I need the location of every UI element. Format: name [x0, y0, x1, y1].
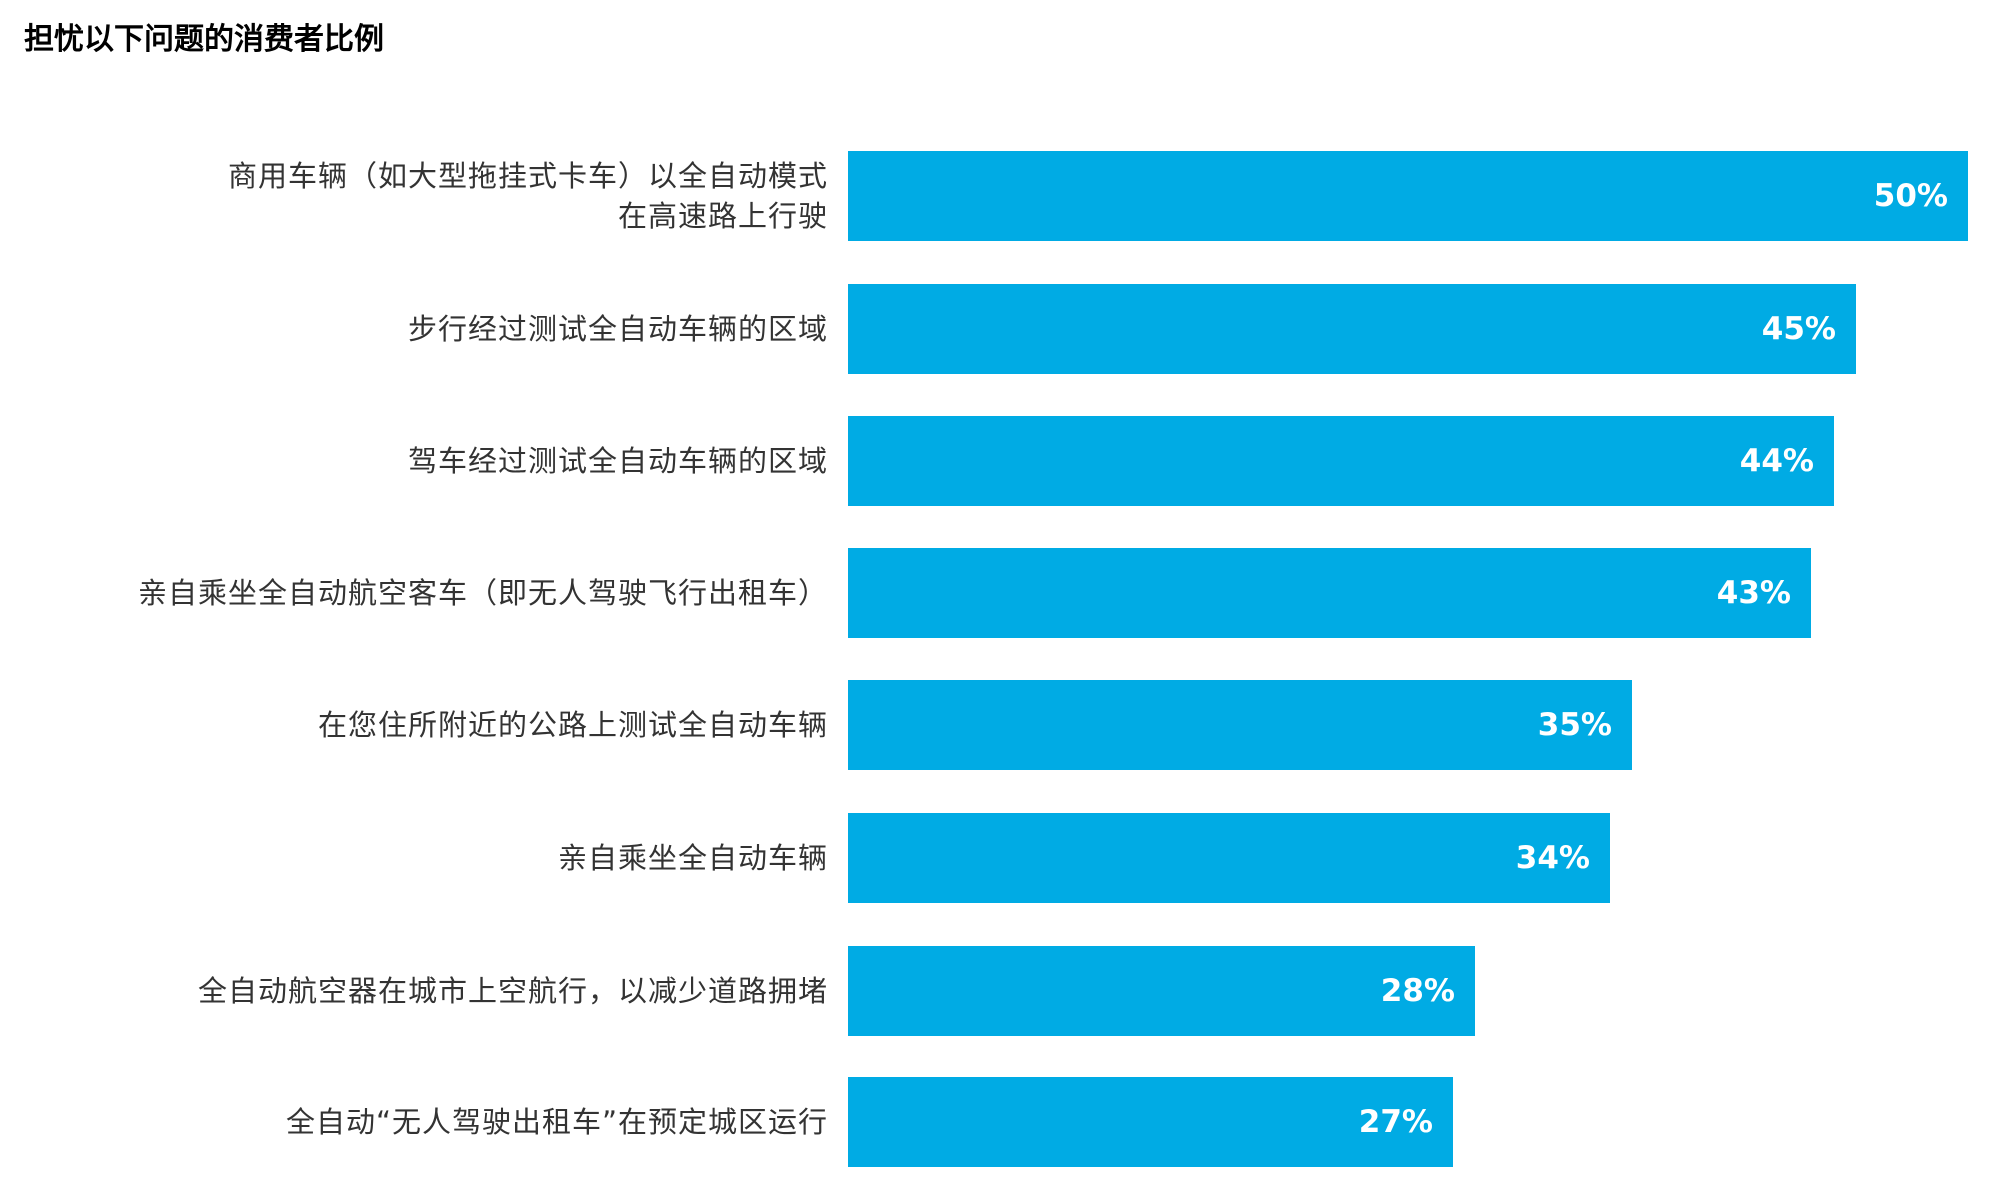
bar-row: 商用车辆（如大型拖挂式卡车）以全自动模式在高速路上行驶 50% — [0, 151, 2006, 241]
value-label: 44% — [1739, 443, 1814, 479]
chart-title: 担忧以下问题的消费者比例 — [24, 22, 384, 57]
bar-row: 步行经过测试全自动车辆的区域 45% — [0, 284, 2006, 374]
category-label: 全自动航空器在城市上空航行，以减少道路拥堵 — [8, 946, 828, 1036]
bar-row: 亲自乘坐全自动车辆 34% — [0, 813, 2006, 903]
bar: 44% — [848, 416, 1834, 506]
category-label-line1: 步行经过测试全自动车辆的区域 — [407, 312, 828, 346]
category-label-line1: 在您住所附近的公路上测试全自动车辆 — [317, 708, 828, 742]
category-label-text: 全自动航空器在城市上空航行，以减少道路拥堵 — [198, 971, 828, 1011]
category-label-text: 步行经过测试全自动车辆的区域 — [408, 309, 828, 349]
category-label: 全自动“无人驾驶出租车”在预定城区运行 — [8, 1077, 828, 1167]
category-label: 亲自乘坐全自动航空客车（即无人驾驶飞行出租车） — [8, 548, 828, 638]
bar: 45% — [848, 284, 1856, 374]
value-label: 45% — [1761, 311, 1836, 347]
bar: 35% — [848, 680, 1632, 770]
bar: 28% — [848, 946, 1475, 1036]
bar-row: 驾车经过测试全自动车辆的区域 44% — [0, 416, 2006, 506]
category-label-text: 全自动“无人驾驶出租车”在预定城区运行 — [286, 1102, 828, 1142]
bar: 34% — [848, 813, 1610, 903]
value-label: 27% — [1358, 1104, 1433, 1140]
category-label-line1: 亲自乘坐全自动车辆 — [557, 841, 828, 875]
value-label: 35% — [1537, 707, 1612, 743]
category-label-text: 在您住所附近的公路上测试全自动车辆 — [318, 705, 828, 745]
category-label-line1: 商用车辆（如大型拖挂式卡车）以全自动模式 — [227, 159, 828, 193]
bar: 43% — [848, 548, 1811, 638]
category-label-line2: 在高速路上行驶 — [617, 199, 828, 233]
category-label-text: 驾车经过测试全自动车辆的区域 — [408, 441, 828, 481]
category-label-text: 亲自乘坐全自动航空客车（即无人驾驶飞行出租车） — [138, 573, 828, 613]
category-label: 在您住所附近的公路上测试全自动车辆 — [8, 680, 828, 770]
value-label: 50% — [1873, 178, 1948, 214]
value-label: 34% — [1515, 840, 1590, 876]
category-label-line1: 全自动航空器在城市上空航行，以减少道路拥堵 — [197, 974, 828, 1008]
category-label: 商用车辆（如大型拖挂式卡车）以全自动模式在高速路上行驶 — [8, 151, 828, 241]
bar-row: 亲自乘坐全自动航空客车（即无人驾驶飞行出租车） 43% — [0, 548, 2006, 638]
category-label: 步行经过测试全自动车辆的区域 — [8, 284, 828, 374]
category-label-text: 商用车辆（如大型拖挂式卡车）以全自动模式在高速路上行驶 — [228, 156, 828, 236]
category-label-line1: 亲自乘坐全自动航空客车（即无人驾驶飞行出租车） — [137, 576, 828, 610]
bar-row: 全自动航空器在城市上空航行，以减少道路拥堵 28% — [0, 946, 2006, 1036]
value-label: 28% — [1380, 973, 1455, 1009]
category-label: 驾车经过测试全自动车辆的区域 — [8, 416, 828, 506]
bar: 27% — [848, 1077, 1453, 1167]
category-label-line1: 全自动“无人驾驶出租车”在预定城区运行 — [285, 1105, 828, 1139]
bar: 50% — [848, 151, 1968, 241]
category-label: 亲自乘坐全自动车辆 — [8, 813, 828, 903]
category-label-text: 亲自乘坐全自动车辆 — [558, 838, 828, 878]
category-label-line1: 驾车经过测试全自动车辆的区域 — [407, 444, 828, 478]
bar-row: 全自动“无人驾驶出租车”在预定城区运行 27% — [0, 1077, 2006, 1167]
bar-row: 在您住所附近的公路上测试全自动车辆 35% — [0, 680, 2006, 770]
value-label: 43% — [1716, 575, 1791, 611]
